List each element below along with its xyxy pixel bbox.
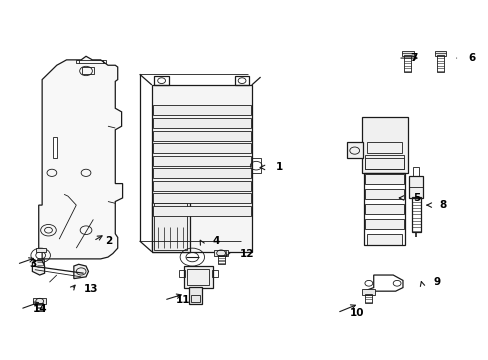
Bar <box>187 269 208 285</box>
Bar <box>365 189 404 199</box>
Bar <box>404 55 410 72</box>
Text: 4: 4 <box>212 236 220 246</box>
Bar <box>346 142 362 158</box>
Polygon shape <box>74 264 88 279</box>
Bar <box>154 203 187 250</box>
Text: 7: 7 <box>409 53 417 63</box>
Bar <box>365 204 404 215</box>
Text: 11: 11 <box>176 295 190 305</box>
Text: 9: 9 <box>433 277 440 287</box>
Bar <box>361 117 407 173</box>
Bar <box>234 76 249 85</box>
Bar <box>365 174 404 184</box>
Bar <box>183 266 212 288</box>
Bar <box>53 137 57 158</box>
Polygon shape <box>39 56 122 259</box>
Bar <box>153 193 250 203</box>
Bar <box>37 258 44 269</box>
Bar <box>190 295 200 302</box>
Bar <box>251 158 260 173</box>
Bar <box>366 142 401 153</box>
Bar <box>365 219 404 229</box>
Text: 12: 12 <box>239 248 254 258</box>
Bar <box>81 67 94 74</box>
Bar <box>365 155 403 169</box>
Bar <box>434 50 446 56</box>
Bar <box>408 176 423 198</box>
Bar <box>436 55 443 72</box>
Bar <box>36 303 43 311</box>
Bar <box>153 156 250 166</box>
Text: 10: 10 <box>348 308 363 318</box>
Bar <box>364 294 371 303</box>
Text: 14: 14 <box>32 304 47 314</box>
Bar <box>401 50 413 56</box>
Bar <box>152 202 189 252</box>
Bar <box>365 158 404 169</box>
Bar <box>211 270 217 277</box>
Bar <box>153 131 250 140</box>
Text: 3: 3 <box>29 259 36 269</box>
Bar <box>217 255 224 264</box>
Bar <box>189 287 201 304</box>
Bar <box>153 118 250 128</box>
Bar <box>178 270 184 277</box>
Bar <box>152 85 251 252</box>
Bar <box>154 76 168 85</box>
Bar <box>412 167 418 176</box>
Bar <box>33 298 46 304</box>
Text: 13: 13 <box>83 284 98 294</box>
Bar <box>153 181 250 191</box>
Bar <box>153 105 250 116</box>
Bar <box>411 197 420 232</box>
Bar <box>361 289 374 295</box>
Bar <box>76 60 105 63</box>
Text: 1: 1 <box>276 162 283 172</box>
Bar <box>366 234 401 244</box>
Bar <box>153 206 250 216</box>
Bar <box>363 173 405 244</box>
Bar <box>153 168 250 178</box>
Bar <box>214 250 227 256</box>
Bar <box>153 143 250 153</box>
Bar <box>36 248 45 252</box>
Polygon shape <box>32 261 44 275</box>
Text: 8: 8 <box>439 200 446 210</box>
Text: 5: 5 <box>412 193 419 203</box>
Text: 2: 2 <box>105 236 113 246</box>
Text: 6: 6 <box>468 53 475 63</box>
